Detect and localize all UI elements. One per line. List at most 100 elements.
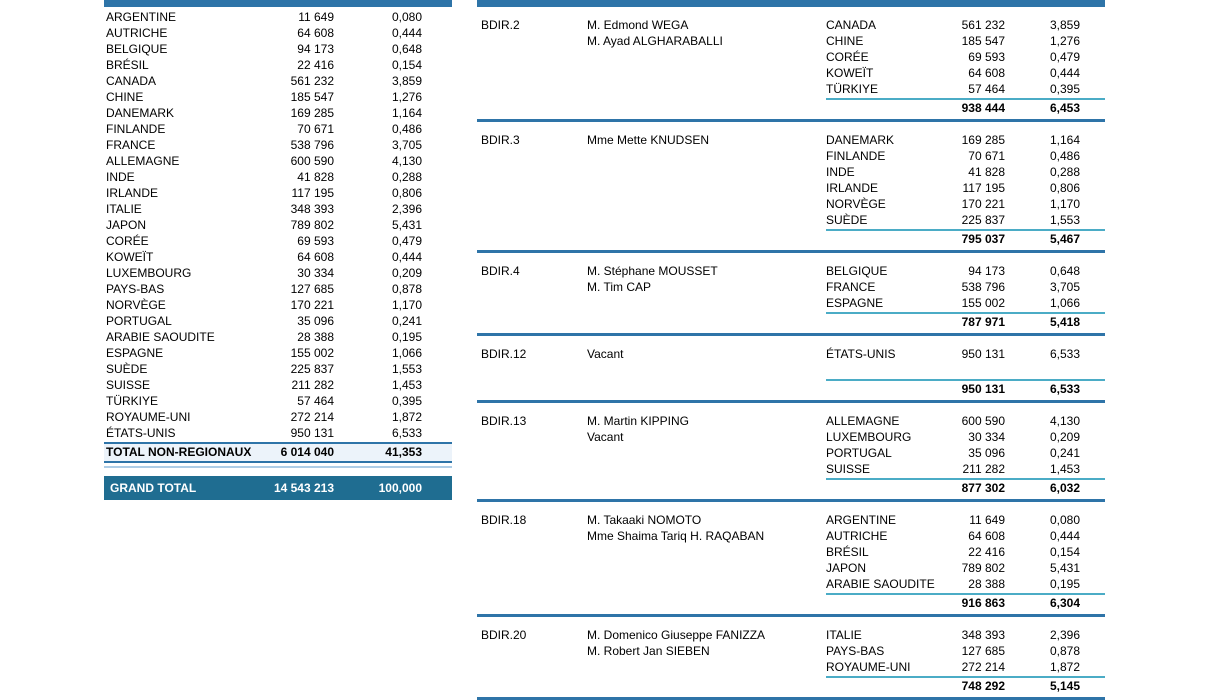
bdir-groups: BDIR.2 M. Edmond WEGA M. Ayad ALGHARABALLI…	[477, 12, 1105, 700]
table-row: SUÈDE 225 837 1,553	[826, 212, 1105, 228]
value-cell: 28 388	[968, 577, 1005, 591]
value-cell: 185 547	[290, 90, 334, 104]
value-cell: 69 593	[297, 234, 334, 248]
member-names: M. Domenico Giuseppe FANIZZA M. Robert Ja…	[587, 627, 826, 659]
country-label: INDE	[826, 165, 855, 179]
country-label: ESPAGNE	[106, 346, 164, 360]
country-label: LUXEMBOURG	[106, 266, 192, 280]
pct-cell: 0,080	[391, 10, 422, 24]
table-row: DANEMARK 169 285 1,164	[104, 105, 452, 121]
pct-cell: 0,395	[391, 394, 422, 408]
table-row: ALLEMAGNE 600 590 4,130	[104, 153, 452, 169]
member-names: M. Stéphane MOUSSET M. Tim CAP	[587, 263, 826, 295]
member-name: Vacant	[587, 347, 624, 361]
value-cell: 22 416	[968, 545, 1005, 559]
table-row: ARABIE SAOUDITE 28 388 0,195	[826, 576, 1105, 592]
country-label: BELGIQUE	[106, 42, 168, 56]
country-label: ARGENTINE	[826, 513, 897, 527]
pct-cell: 0,486	[391, 122, 422, 136]
country-label: CHINE	[826, 34, 864, 48]
subtotal-row: 916 863 6,304	[826, 593, 1105, 612]
value-cell: 69 593	[968, 50, 1005, 64]
table-row: CHINE 185 547 1,276	[104, 89, 452, 105]
table-row: ÉTATS-UNIS 950 131 6,533	[826, 346, 1105, 362]
pct-cell: 0,479	[1049, 50, 1080, 64]
country-label: ROYAUME-UNI	[106, 410, 191, 424]
country-label: FINLANDE	[106, 122, 166, 136]
table-row: LUXEMBOURG 30 334 0,209	[826, 429, 1105, 445]
table-row: ARGENTINE 11 649 0,080	[104, 9, 452, 25]
value-cell: 789 802	[961, 561, 1005, 575]
value-cell: 64 608	[297, 26, 334, 40]
value-cell: 348 393	[961, 628, 1005, 642]
pct-cell: 0,479	[391, 234, 422, 248]
value-cell: 169 285	[961, 133, 1005, 147]
bdir-constituency-table: BDIR.2 M. Edmond WEGA M. Ayad ALGHARABALLI…	[477, 0, 1105, 700]
table-row: BRÉSIL 22 416 0,154	[104, 57, 452, 73]
country-label: TÜRKIYE	[826, 82, 879, 96]
value-cell: 211 282	[962, 462, 1006, 476]
country-label: SUÈDE	[826, 213, 868, 227]
pct-cell: 1,066	[391, 346, 422, 360]
bdir-code: BDIR.12	[481, 347, 527, 361]
bdir-block: BDIR.20 M. Domenico Giuseppe FANIZZA M. Ro…	[477, 622, 1105, 700]
pct-cell: 4,130	[391, 154, 422, 168]
country-label: ALLEMAGNE	[826, 414, 900, 428]
document-page: ARGENTINE 11 649 0,080 AUTRICHE 64 608 0,444 B…	[104, 0, 1105, 700]
value-cell: 225 837	[290, 362, 334, 376]
table-row: BELGIQUE 94 173 0,648	[826, 263, 1105, 279]
pct-cell: 1,872	[391, 410, 422, 424]
country-label: KOWEÏT	[106, 250, 154, 264]
country-label: ARABIE SAOUDITE	[106, 330, 215, 344]
pct-cell: 5,431	[1049, 561, 1080, 575]
constituency-rows: ITALIE 348 393 2,396 PAYS-BAS 127 685 0,878 RO…	[826, 627, 1105, 695]
subtotal-row: 938 444 6,453	[826, 98, 1105, 117]
country-label: BRÉSIL	[826, 545, 869, 559]
total-pct: 41,353	[385, 445, 422, 459]
value-cell: 600 590	[961, 414, 1005, 428]
pct-cell: 0,486	[1049, 149, 1080, 163]
country-label: CANADA	[826, 18, 877, 32]
value-cell: 35 096	[297, 314, 334, 328]
table-row: CORÉE 69 593 0,479	[826, 49, 1105, 65]
table-row: ITALIE 348 393 2,396	[104, 201, 452, 217]
country-label: FRANCE	[826, 280, 876, 294]
value-cell: 169 285	[290, 106, 334, 120]
country-label: ITALIE	[106, 202, 142, 216]
value-cell: 64 608	[297, 250, 334, 264]
value-cell: 41 828	[968, 165, 1005, 179]
country-label: SUISSE	[106, 378, 151, 392]
subtotal-row: 748 292 5,145	[826, 676, 1105, 695]
value-cell: 127 685	[290, 282, 334, 296]
table-row: JAPON 789 802 5,431	[104, 217, 452, 233]
country-label: NORVÈGE	[106, 298, 166, 312]
value-cell: 272 214	[961, 660, 1005, 674]
country-label: AUTRICHE	[106, 26, 168, 40]
value-cell: 272 214	[290, 410, 334, 424]
country-label	[826, 480, 920, 497]
table-row: SUISSE 211 282 1,453	[104, 377, 452, 393]
value-cell: 35 096	[968, 446, 1005, 460]
country-label: DANEMARK	[826, 133, 895, 147]
member-name: M. Domenico Giuseppe FANIZZA	[587, 628, 766, 642]
member-name: M. Takaaki NOMOTO	[587, 513, 702, 527]
member-names: Mme Mette KNUDSEN	[587, 132, 826, 148]
table-row: CHINE 185 547 1,276	[826, 33, 1105, 49]
value-cell: 117 195	[291, 186, 335, 200]
member-name: Mme Mette KNUDSEN	[587, 133, 710, 147]
table-row: DANEMARK 169 285 1,164	[826, 132, 1105, 148]
country-label	[826, 595, 920, 612]
value-cell: 950 131	[290, 426, 334, 440]
country-label: IRLANDE	[106, 186, 159, 200]
pct-cell: 0,444	[1049, 529, 1080, 543]
value-cell: 11 649	[969, 513, 1005, 527]
value-cell: 185 547	[961, 34, 1005, 48]
pct-cell: 1,164	[1049, 133, 1080, 147]
bdir-code: BDIR.2	[481, 18, 520, 32]
table-row: SUÈDE 225 837 1,553	[104, 361, 452, 377]
table-row: ITALIE 348 393 2,396	[826, 627, 1105, 643]
pct-cell: 0,444	[1049, 66, 1080, 80]
pct-cell: 1,453	[391, 378, 422, 392]
constituency-rows: ARGENTINE 11 649 0,080 AUTRICHE 64 608 0,444 B…	[826, 512, 1105, 612]
table-row: PORTUGAL 35 096 0,241	[826, 445, 1105, 461]
